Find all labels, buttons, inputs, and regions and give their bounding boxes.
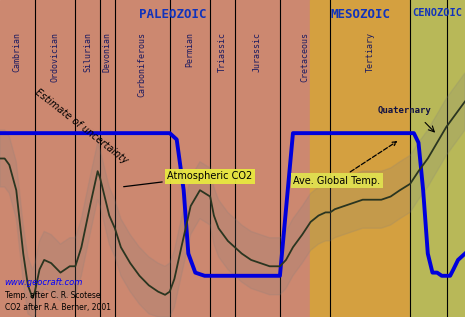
Text: Cretaceous: Cretaceous (300, 32, 310, 82)
Text: Permian: Permian (186, 32, 195, 67)
Text: Devonian: Devonian (103, 32, 112, 72)
Text: Temp. after C. R. Scotese: Temp. after C. R. Scotese (5, 291, 100, 300)
Text: Atmospheric CO2: Atmospheric CO2 (124, 171, 252, 187)
Bar (0, 0, 310, 317)
Text: CENOZOIC: CENOZOIC (412, 8, 463, 18)
Bar (410, 0, 465, 317)
Text: Silurian: Silurian (83, 32, 92, 72)
Text: Cambrian: Cambrian (13, 32, 22, 72)
Text: Estimate of uncertainty: Estimate of uncertainty (33, 87, 130, 166)
Text: Ave. Global Temp.: Ave. Global Temp. (293, 142, 396, 186)
Bar (310, 0, 410, 317)
Text: www.geocraft.com: www.geocraft.com (5, 278, 83, 287)
Text: PALEOZOIC: PALEOZOIC (139, 8, 206, 21)
Text: Triassic: Triassic (218, 32, 227, 72)
Text: CO2 after R.A. Berner, 2001: CO2 after R.A. Berner, 2001 (5, 303, 111, 312)
Text: MESOZOIC: MESOZOIC (330, 8, 390, 21)
Text: Carboniferous: Carboniferous (138, 32, 147, 97)
Text: Jurassic: Jurassic (252, 32, 262, 72)
Text: Quaternary: Quaternary (378, 107, 432, 115)
Text: Ordovician: Ordovician (50, 32, 60, 82)
Text: Tertiary: Tertiary (365, 32, 375, 72)
